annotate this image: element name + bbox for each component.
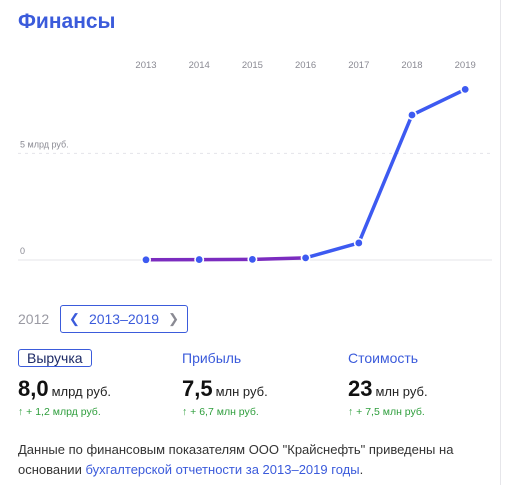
profit-unit: млн руб. [215, 384, 268, 399]
period-selector: 2012 ❮ 2013–2019 ❯ [18, 304, 188, 334]
x-tick-label: 2016 [295, 60, 316, 71]
profit-value: 7,5 [182, 376, 213, 401]
revenue-chart: 0 5 млрд руб. 2013 2014 2015 2016 2017 2018 2019 [18, 60, 492, 265]
revenue-value-line: 8,0 млрд руб. [18, 376, 111, 402]
x-tick-label: 2013 [135, 60, 156, 71]
data-point [247, 254, 258, 265]
accounting-report-link[interactable]: бухгалтерской отчетности за 2013–2019 го… [85, 462, 360, 477]
tab-profit[interactable]: Прибыль [182, 350, 242, 366]
series-segment [250, 256, 308, 262]
chevron-left-icon[interactable]: ❮ [69, 311, 80, 326]
prev-year-label[interactable]: 2012 [18, 311, 50, 327]
data-point [460, 84, 471, 95]
metric-value-cost[interactable]: Стоимость 23 млн руб. ↑ + 7,5 млн руб. [348, 346, 428, 418]
revenue-unit: млрд руб. [51, 384, 112, 399]
data-source-note: Данные по финансовым показателям ООО "Кр… [18, 440, 488, 480]
data-point [300, 252, 311, 263]
y-tick-label: 5 млрд руб. [20, 139, 69, 149]
tab-cost[interactable]: Стоимость [348, 350, 419, 366]
series-segment [410, 87, 467, 117]
x-tick-label: 2015 [242, 60, 263, 71]
metric-profit[interactable]: Прибыль 7,5 млн руб. ↑ + 6,7 млн руб. [182, 346, 268, 418]
x-tick-label: 2018 [401, 60, 422, 71]
x-tick-label: 2014 [189, 60, 210, 71]
y-tick-label: 0 [20, 246, 25, 256]
year-range-label: 2013–2019 [88, 311, 160, 327]
note-text: Данные по финансовым показателям ООО "Кр… [18, 442, 454, 477]
revenue-value: 8,0 [18, 376, 49, 401]
cost-change: ↑ + 7,5 млн руб. [348, 406, 425, 418]
metric-revenue[interactable]: Выручка 8,0 млрд руб. ↑ + 1,2 млрд руб. [18, 346, 111, 418]
year-range-control[interactable]: ❮ 2013–2019 ❯ [60, 305, 188, 333]
series-segment [357, 113, 414, 245]
data-point [141, 254, 152, 265]
section-title: Финансы [18, 10, 116, 33]
cost-value-line: 23 млн руб. [348, 376, 428, 402]
chevron-right-icon[interactable]: ❯ [168, 311, 179, 326]
data-point [194, 254, 205, 265]
x-tick-label: 2019 [455, 60, 476, 71]
cost-value: 23 [348, 376, 373, 401]
profit-change: ↑ + 6,7 млн руб. [182, 406, 259, 418]
note-end: . [359, 462, 364, 477]
data-point [353, 237, 364, 248]
x-tick-label: 2017 [348, 60, 369, 71]
revenue-change: ↑ + 1,2 млрд руб. [18, 406, 101, 418]
series-segment [303, 241, 361, 260]
data-point [406, 109, 417, 120]
profit-value-line: 7,5 млн руб. [182, 376, 268, 402]
tab-revenue[interactable]: Выручка [18, 349, 92, 367]
cost-unit: млн руб. [375, 384, 428, 399]
